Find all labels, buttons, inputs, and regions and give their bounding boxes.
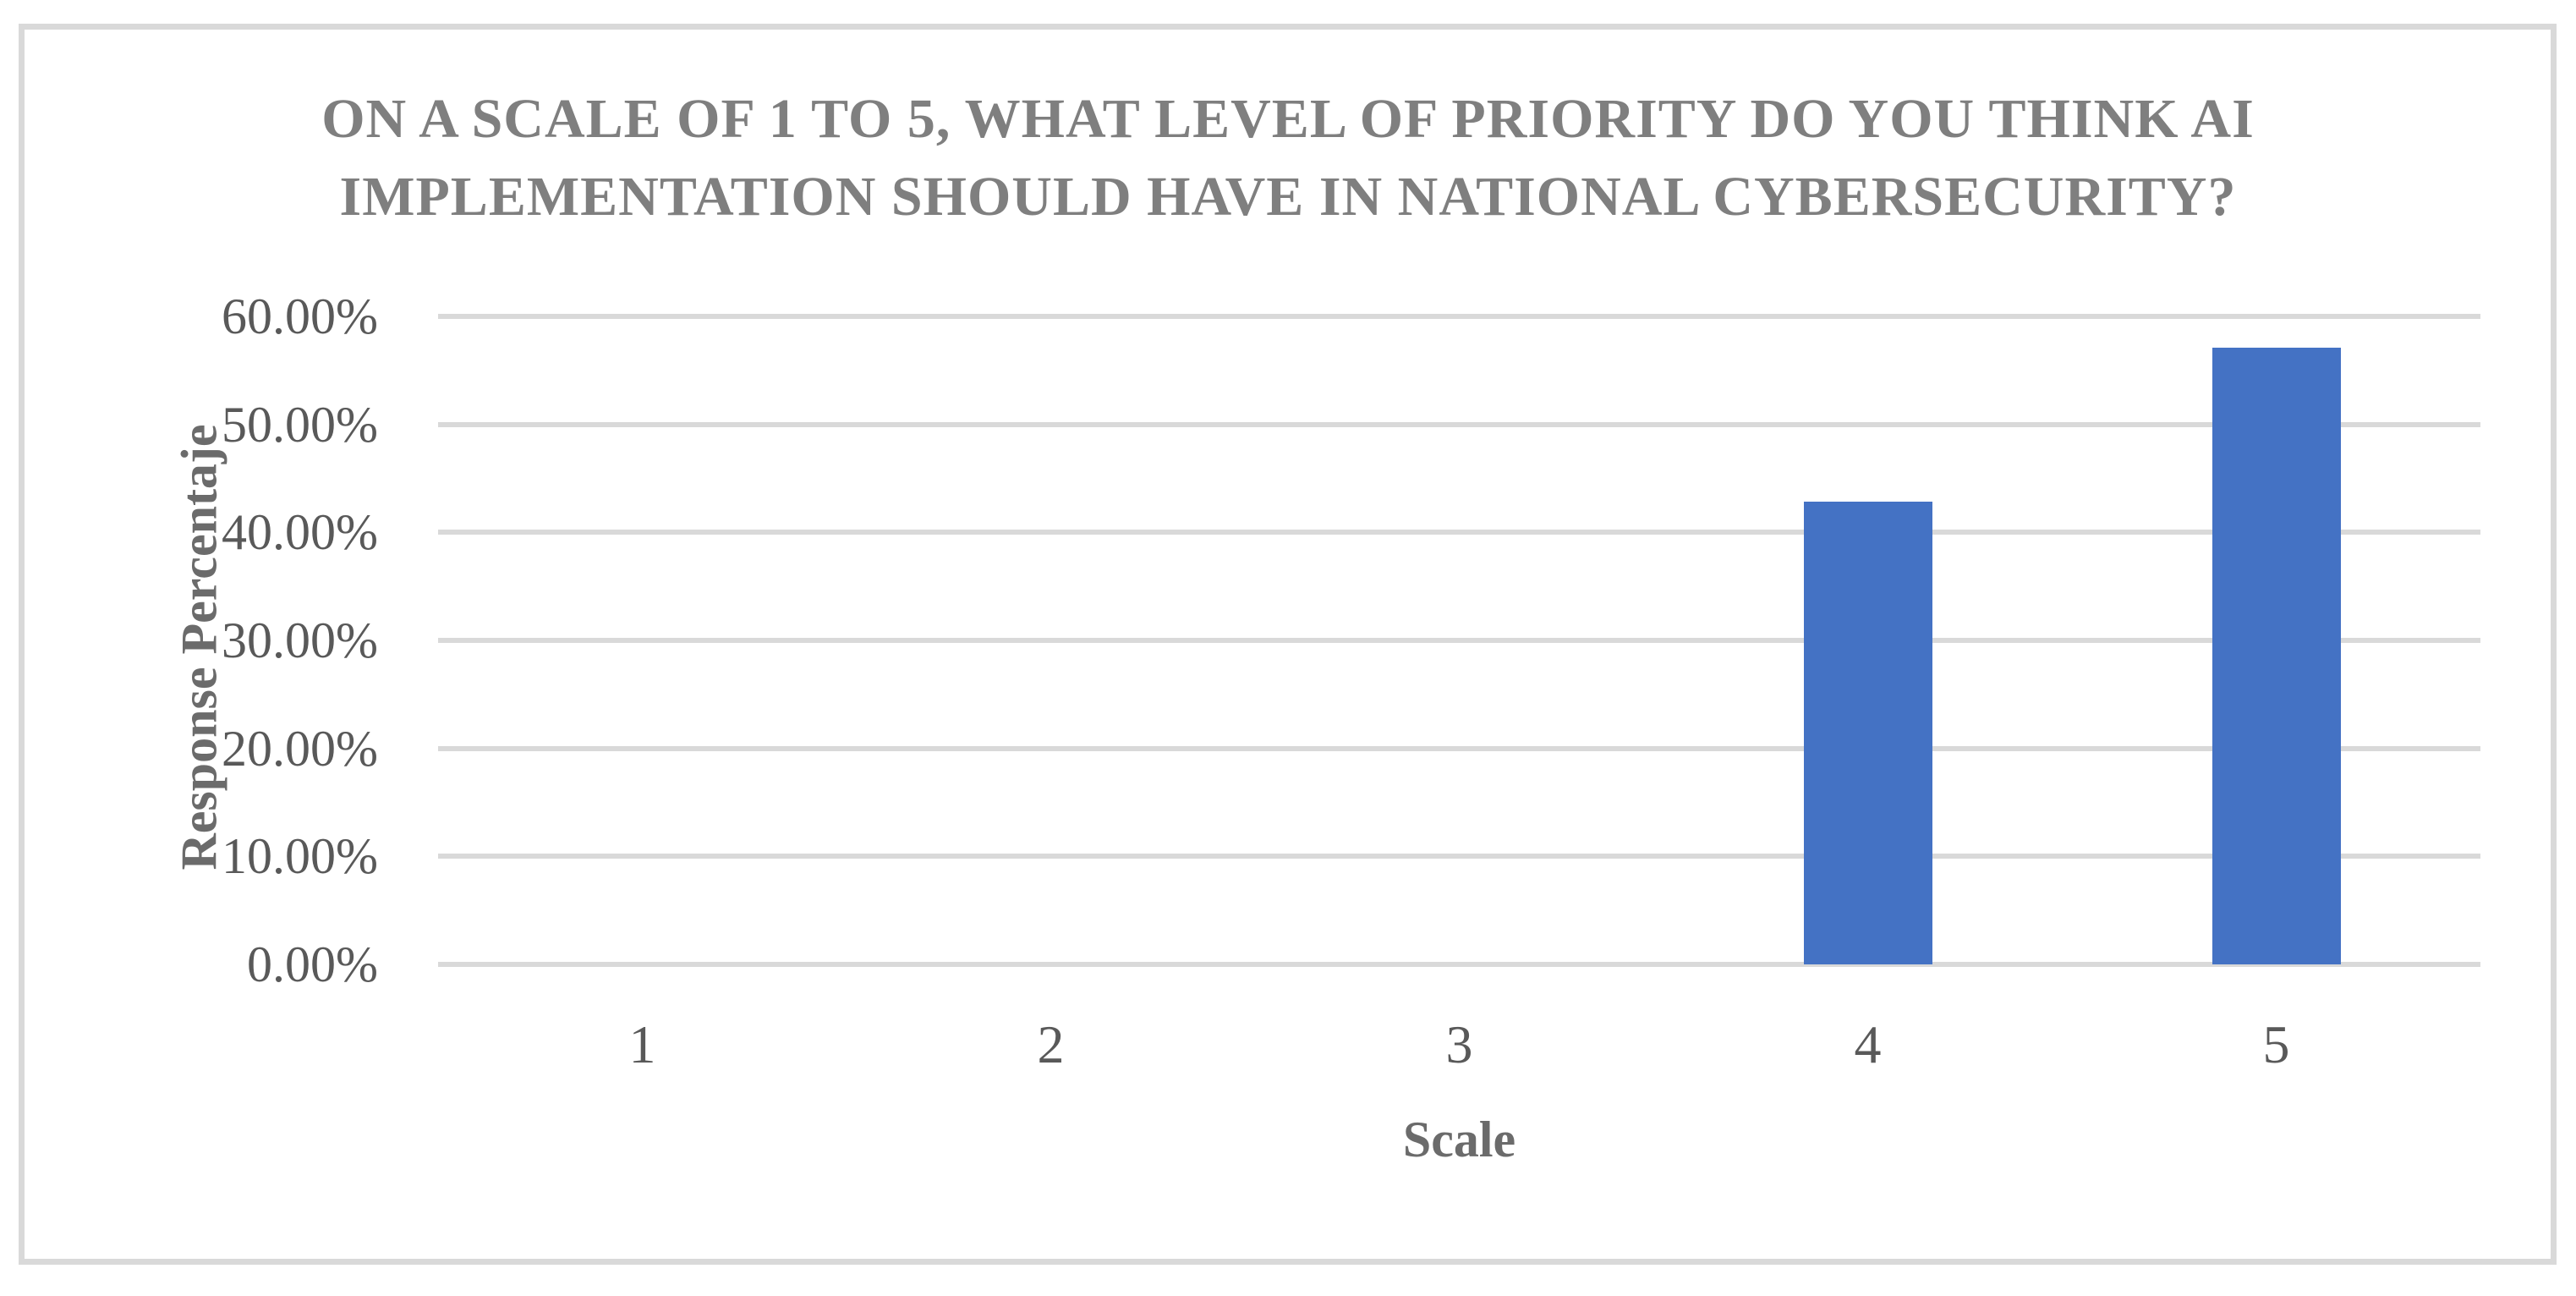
y-tick-label: 20.00%	[222, 720, 378, 777]
y-tick-label: 10.00%	[222, 828, 378, 885]
chart-title: ON A SCALE OF 1 TO 5, WHAT LEVEL OF PRIO…	[169, 80, 2407, 236]
x-tick-label: 3	[1445, 1014, 1473, 1074]
x-tick-label: 4	[1854, 1014, 1882, 1074]
bar-category-4	[1803, 501, 1932, 964]
gridline	[438, 421, 2480, 427]
y-tick-label: 40.00%	[222, 504, 378, 561]
bar-category-5	[2212, 347, 2341, 964]
y-tick-label: 0.00%	[247, 936, 378, 992]
y-tick-label: 60.00%	[222, 288, 378, 344]
chart-border	[19, 24, 2557, 1265]
y-tick-label: 30.00%	[222, 612, 378, 668]
gridline	[438, 962, 2480, 967]
gridline	[438, 638, 2480, 643]
plot-area	[438, 314, 2480, 967]
chart-title-line-2: IMPLEMENTATION SHOULD HAVE IN NATIONAL C…	[339, 166, 2237, 228]
x-axis-title: Scale	[1402, 1112, 1516, 1167]
gridline	[438, 314, 2480, 319]
gridline	[438, 854, 2480, 859]
chart-title-line-1: ON A SCALE OF 1 TO 5, WHAT LEVEL OF PRIO…	[321, 88, 2255, 150]
x-tick-label: 1	[628, 1014, 656, 1074]
y-tick-label: 50.00%	[222, 396, 378, 453]
x-tick-label: 5	[2262, 1014, 2290, 1074]
gridline	[438, 530, 2480, 535]
x-tick-label: 2	[1037, 1014, 1065, 1074]
gridline	[438, 745, 2480, 751]
